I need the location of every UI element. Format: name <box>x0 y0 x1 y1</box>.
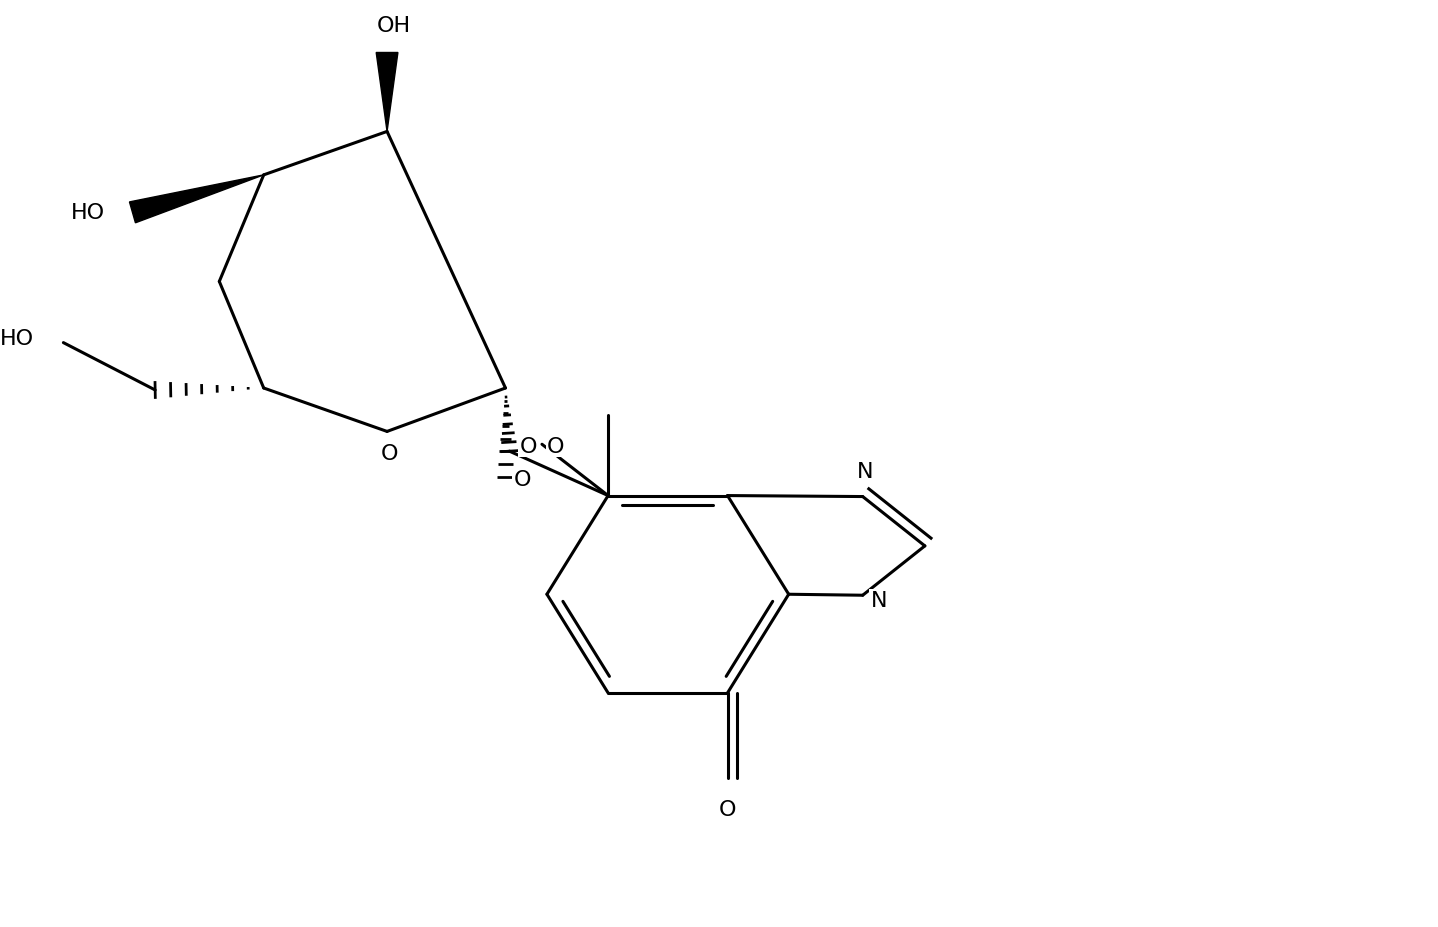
Polygon shape <box>377 54 398 133</box>
Text: OH: OH <box>377 16 411 36</box>
Text: O: O <box>546 437 565 457</box>
Text: N: N <box>857 462 873 481</box>
Text: N: N <box>870 590 887 611</box>
Text: O: O <box>513 469 531 489</box>
Text: HO: HO <box>70 203 105 223</box>
Text: O: O <box>719 800 736 819</box>
Text: O: O <box>519 437 536 457</box>
Polygon shape <box>129 175 263 223</box>
Text: O: O <box>380 444 398 464</box>
Text: HO: HO <box>0 328 33 349</box>
